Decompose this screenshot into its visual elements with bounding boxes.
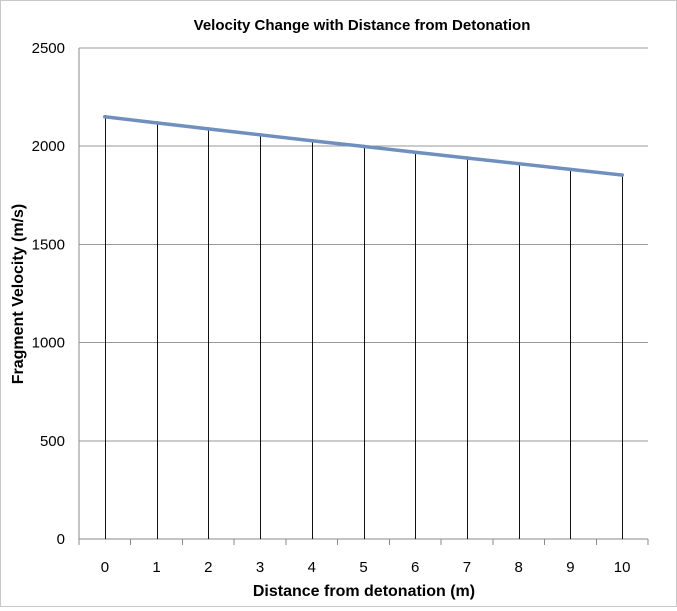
data-point-7 <box>465 156 469 160</box>
y-tick-label-0: 0 <box>57 531 65 548</box>
data-point-8 <box>516 161 521 166</box>
y-tick-label-1: 500 <box>40 433 65 450</box>
data-point-6 <box>413 150 418 155</box>
plot-area: 0 500 1000 1500 2000 2500 0 1 2 3 4 5 6 7 8 9 10 <box>32 40 649 576</box>
data-point-0 <box>103 114 107 119</box>
x-tick-label-2: 2 <box>204 559 212 576</box>
x-tick-label-1: 1 <box>152 559 160 576</box>
data-point-9 <box>568 167 573 172</box>
x-tick-label-5: 5 <box>359 559 367 576</box>
y-tick-label-2: 1000 <box>32 335 65 352</box>
x-axis-label: Distance from detonation (m) <box>253 583 475 600</box>
y-tick-label-3: 1500 <box>32 236 65 253</box>
x-tick-label-8: 8 <box>515 559 523 576</box>
y-axis-label: Fragment Velocity (m/s) <box>10 204 27 385</box>
y-tick-label-5: 2500 <box>32 40 65 57</box>
data-point-5 <box>361 144 366 149</box>
x-tick-label-7: 7 <box>463 559 471 576</box>
x-tick-label-6: 6 <box>411 559 419 576</box>
data-point-2 <box>206 127 211 131</box>
chart-title: Velocity Change with Distance from Deton… <box>194 17 531 34</box>
data-point-1 <box>154 121 159 125</box>
x-tick-label-9: 9 <box>566 559 574 576</box>
x-tick-label-0: 0 <box>101 559 109 576</box>
data-point-4 <box>309 138 314 143</box>
data-point-3 <box>258 133 262 137</box>
x-tick-label-3: 3 <box>256 559 264 576</box>
data-point-10 <box>620 173 624 177</box>
x-tick-label-10: 10 <box>614 559 631 576</box>
x-tick-label-4: 4 <box>308 559 316 576</box>
y-tick-label-4: 2000 <box>32 138 65 155</box>
